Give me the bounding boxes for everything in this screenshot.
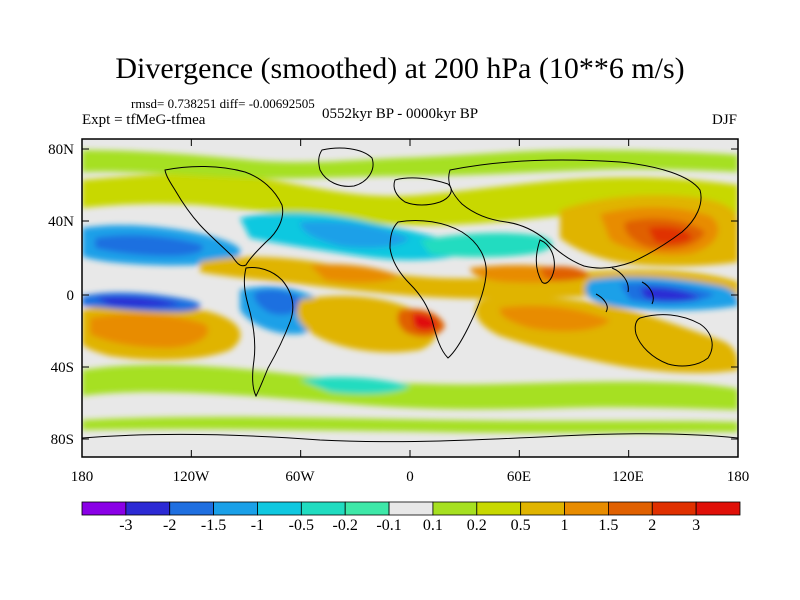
lat-label-80n: 80N bbox=[48, 142, 74, 158]
lon-label-60w: 60W bbox=[285, 469, 315, 485]
colorbar-swatch bbox=[213, 501, 258, 516]
colorbar-label: -0.2 bbox=[332, 517, 358, 534]
colorbar-label: 0.2 bbox=[466, 517, 487, 534]
europe-outline bbox=[393, 177, 452, 206]
lon-label-120e: 120E bbox=[612, 469, 644, 485]
colorbar-label: 3 bbox=[692, 517, 701, 534]
antarctica-outline bbox=[82, 433, 738, 443]
field-south-band bbox=[82, 364, 738, 410]
colorbar-swatch bbox=[388, 501, 434, 516]
colorbar-swatch bbox=[169, 501, 214, 516]
colorbar-swatch bbox=[651, 501, 697, 516]
period-label: 0552kyr BP - 0000kyr BP bbox=[322, 106, 479, 122]
asia-outline bbox=[448, 159, 702, 269]
lon-label-0: 0 bbox=[406, 469, 414, 485]
colorbar-label: -0.5 bbox=[288, 517, 314, 534]
colorbar-swatch bbox=[564, 501, 609, 516]
colorbar-swatch bbox=[81, 501, 127, 516]
colorbar-label: 1.5 bbox=[598, 517, 619, 534]
colorbar-label: 0.1 bbox=[422, 517, 443, 534]
colorbar-label: 0.5 bbox=[510, 517, 531, 534]
divergence-field bbox=[82, 150, 738, 433]
rmsd-diff-text: rmsd= 0.738251 diff= -0.00692505 bbox=[131, 96, 315, 111]
colorbar-swatch bbox=[476, 501, 522, 516]
lat-label-40s: 40S bbox=[50, 360, 74, 376]
colorbar-label: -1.5 bbox=[200, 517, 227, 534]
colorbar-label: 2 bbox=[648, 517, 657, 534]
colorbar-label: 1 bbox=[560, 517, 569, 534]
experiment-label: Expt = tfMeG-tfmea bbox=[82, 112, 206, 128]
colorbar-swatch bbox=[520, 501, 565, 516]
map-title: Divergence (smoothed) at 200 hPa (10**6 … bbox=[115, 52, 685, 85]
colorbar-label: -3 bbox=[119, 517, 133, 534]
lon-label-60e: 60E bbox=[506, 469, 532, 485]
australia-outline bbox=[634, 314, 713, 367]
lon-label-180w: 180 bbox=[70, 469, 94, 485]
axis-ticks bbox=[81, 139, 739, 457]
colorbar-swatch bbox=[432, 501, 478, 516]
colorbar-swatch bbox=[125, 501, 171, 516]
coastlines bbox=[82, 147, 738, 443]
greenland-outline bbox=[318, 147, 374, 187]
colorbar-swatch bbox=[300, 501, 346, 516]
lon-label-180e: 180 bbox=[726, 469, 750, 485]
lon-label-120w: 120W bbox=[172, 469, 210, 485]
colorbar-label: -2 bbox=[163, 517, 177, 534]
africa-outline bbox=[389, 219, 487, 359]
colorbar-label: -1 bbox=[250, 517, 265, 534]
colorbar-swatch bbox=[257, 501, 302, 516]
lat-label-0: 0 bbox=[66, 288, 75, 304]
colorbar-swatch bbox=[608, 501, 653, 516]
north-america-outline bbox=[164, 166, 284, 267]
india-outline bbox=[535, 239, 555, 284]
colorbar-swatch bbox=[695, 501, 741, 516]
lat-label-40n: 40N bbox=[48, 214, 74, 230]
south-america-outline bbox=[243, 267, 294, 398]
lat-label-80s: 80S bbox=[50, 432, 74, 448]
colorbar-swatch bbox=[344, 501, 390, 516]
colorbar bbox=[81, 501, 741, 516]
colorbar-label: -0.1 bbox=[376, 517, 402, 534]
season-label: DJF bbox=[712, 112, 738, 128]
